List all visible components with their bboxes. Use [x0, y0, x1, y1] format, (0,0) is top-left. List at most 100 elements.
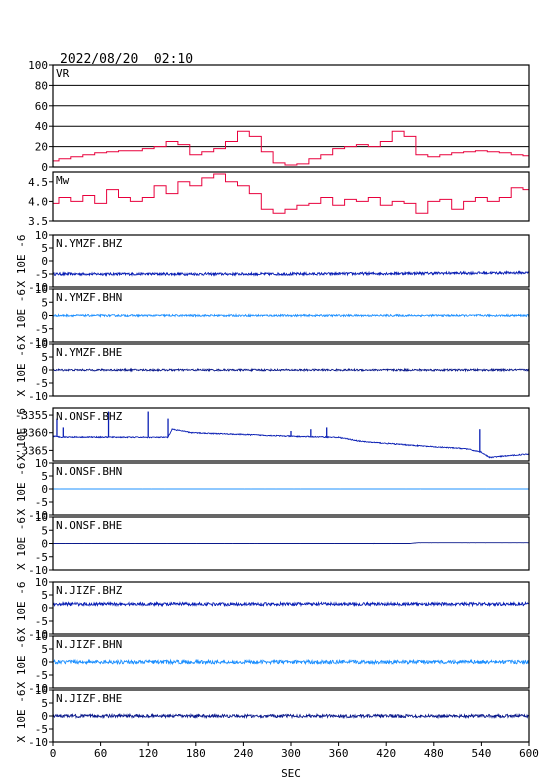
panel-frame [52, 234, 530, 288]
datetime-header: 2022/08/20 02:10 [60, 52, 193, 67]
y-tick-label: 0 [41, 483, 48, 496]
x-tick-label: 540 [471, 747, 491, 760]
y-axis-label: X 10E -6 [15, 289, 28, 342]
panel-mw: 4.5 4.0 3.5 Mw [28, 171, 530, 228]
panel-label: N.YMZF.BHN [56, 291, 122, 304]
y-tick-label: 100 [28, 59, 48, 72]
panel-label: N.ONSF.BHE [56, 519, 122, 532]
y-tick-label: -3365 [15, 444, 48, 457]
panel-frame [52, 64, 530, 168]
series-vr [53, 130, 529, 166]
y-tick-label: -10 [28, 682, 48, 695]
x-tick-label: 180 [186, 747, 206, 760]
y-tick-label: -10 [28, 564, 48, 577]
y-tick-label: -5 [35, 268, 48, 281]
y-tick-label: -5 [35, 615, 48, 628]
y-axis-label: X 10E -6 [15, 408, 28, 461]
y-tick-label: 0 [41, 255, 48, 268]
x-tick-label: 240 [233, 747, 253, 760]
y-axis-label: X 10E -6 [15, 517, 28, 570]
y-tick-label: -10 [28, 509, 48, 522]
y-tick-label: -3355 [15, 409, 48, 422]
y-tick-label: 80 [35, 79, 48, 92]
panel-vr: 100 80 60 40 20 0 VR [28, 59, 530, 174]
panel-label: N.ONSF.BHZ [56, 410, 123, 423]
trace-ymzf_bhn [53, 313, 529, 318]
line-vr [53, 130, 529, 166]
y-axis-label: X 10E -6 [15, 636, 28, 689]
y-tick-label: 5 [41, 470, 48, 483]
x-tick-label: 0 [50, 747, 57, 760]
y-tick-label: 0 [41, 602, 48, 615]
y-tick-label: 0 [41, 310, 48, 323]
x-tick-label: 300 [281, 747, 301, 760]
y-tick-label: 5 [41, 643, 48, 656]
y-tick-label: -5 [35, 669, 48, 682]
panel-label: N.YMZF.BHE [56, 346, 122, 359]
series-ymzf_bhe [53, 367, 529, 373]
panel-label: Mw [56, 174, 70, 187]
y-tick-label: -3360 [15, 427, 48, 440]
y-tick-label: -5 [35, 323, 48, 336]
y-tick-label: 5 [41, 697, 48, 710]
panel-label: N.JIZF.BHE [56, 692, 122, 705]
trace-ymzf_bhz [53, 269, 529, 277]
y-axis-label: X 10E -6 [15, 582, 28, 635]
x-axis: 0 60 120 180 240 300 360 420 480 540 600 [50, 742, 539, 760]
y-tick-label: -10 [28, 336, 48, 349]
y-tick-label: 60 [35, 100, 48, 113]
y-tick-label: 4.5 [28, 176, 48, 189]
x-tick-label: 480 [424, 747, 444, 760]
series-jizf_bhz [53, 600, 529, 608]
y-axis-label: X 10E -6 [15, 690, 28, 743]
y-tick-label: 0 [41, 364, 48, 377]
line-mw [53, 173, 529, 214]
series-ymzf_bhn [53, 313, 529, 318]
y-tick-label: 40 [35, 120, 48, 133]
y-tick-label: -10 [28, 736, 48, 749]
panel-frame [52, 581, 530, 635]
y-tick-label: -10 [28, 281, 48, 294]
y-tick-label: -5 [35, 377, 48, 390]
series-onsf_bhe [53, 542, 529, 545]
x-tick-label: 60 [94, 747, 107, 760]
y-tick-label: 0 [41, 161, 48, 174]
trace-jizf_bhz [53, 600, 529, 608]
series-onsf_bhz [53, 411, 529, 459]
trace-ymzf_bhe [53, 367, 529, 373]
y-tick-label: 10 [35, 576, 48, 589]
panel-frame [52, 407, 530, 462]
y-tick-label: 10 [35, 229, 48, 242]
y-tick-label: -5 [35, 723, 48, 736]
y-tick-label: 10 [35, 684, 48, 697]
y-axis-label: X 10E -6 [15, 463, 28, 516]
trace-jizf_bhn [53, 658, 529, 666]
y-tick-label: 0 [41, 710, 48, 723]
y-tick-label: 5 [41, 524, 48, 537]
x-tick-label: 420 [376, 747, 396, 760]
x-tick-label: 360 [329, 747, 349, 760]
panel-frame [52, 343, 530, 397]
y-tick-label: -10 [28, 628, 48, 641]
y-axis-label: X 10E -6 [15, 235, 28, 288]
panel-label: N.YMZF.BHZ [56, 237, 123, 250]
y-tick-label: 5 [41, 296, 48, 309]
x-tick-label: 120 [138, 747, 158, 760]
panel-frame [52, 171, 530, 222]
panel-frame [52, 635, 530, 689]
x-tick-label: 600 [519, 747, 539, 760]
panel-label: N.JIZF.BHN [56, 638, 122, 651]
series-jizf_bhe [53, 712, 529, 720]
y-tick-label: 10 [35, 511, 48, 524]
panel-label: VR [56, 67, 70, 80]
series-mw [53, 173, 529, 214]
y-tick-label: -5 [35, 551, 48, 564]
panel-label: N.ONSF.BHN [56, 465, 122, 478]
y-tick-label: 0 [41, 538, 48, 551]
